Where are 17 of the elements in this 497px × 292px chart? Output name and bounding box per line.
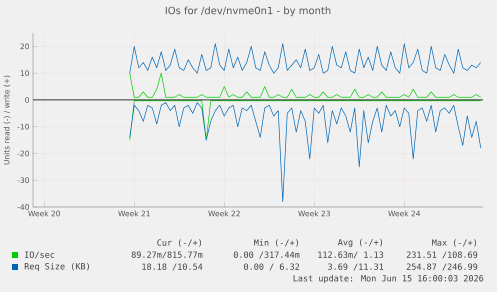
text: 112.63m/ 1.13 [318, 251, 384, 259]
text: 0.00 /317.44m [234, 251, 300, 259]
text: 89.27m/815.77m [132, 251, 202, 259]
text: 231.51 /108.69 [406, 251, 478, 259]
text: 0.00 / 6.32 [244, 263, 300, 271]
text: Avg (-/+) [338, 238, 382, 248]
text: Cur (-/+) [157, 239, 202, 247]
chart-title: IOs for /dev/nvme0n1 - by month [166, 6, 330, 16]
line-series [129, 43, 482, 74]
legend-label: IO/sec [25, 251, 54, 259]
text: Last update: Mon Jun 15 16:00:03 2026 [294, 274, 484, 284]
legend-label: Req Size (KB) [24, 262, 89, 272]
text: Min (-/+) [254, 239, 298, 247]
text: 254.87 /246.99 [406, 263, 478, 271]
text: Max (-/+) [432, 239, 476, 247]
text: 3.69 /11.31 [328, 263, 384, 271]
text: 18.18 /10.54 [142, 263, 202, 271]
